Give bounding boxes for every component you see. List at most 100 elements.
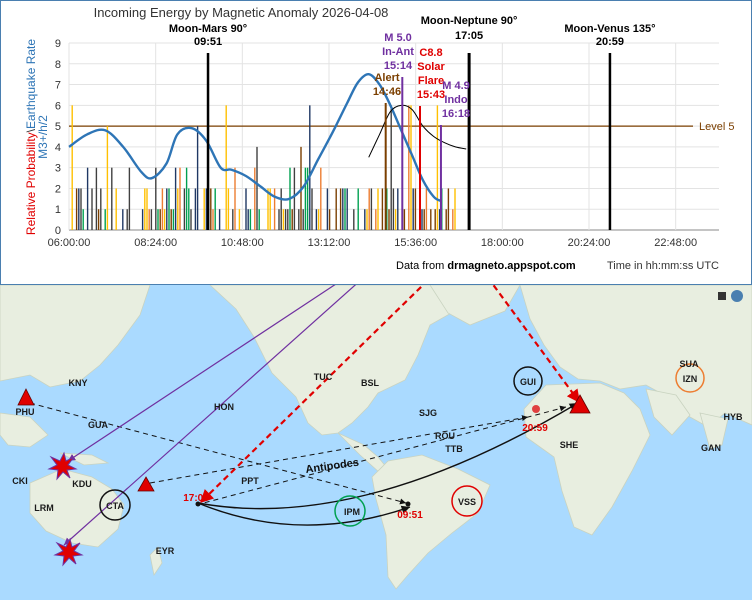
station-circle-izn <box>675 363 705 393</box>
south-america-land <box>371 454 491 590</box>
great-circle-arc-2 <box>197 402 579 510</box>
y-axis-label-probability: Relative Probability <box>24 132 38 235</box>
map-station-label: KDU <box>72 479 92 489</box>
event-label: Moon-Venus 135° <box>564 23 655 35</box>
pin-sa <box>405 501 411 507</box>
map-time-group: 17:05 09:51 20:59 <box>183 423 548 521</box>
alert-triangle-africa <box>569 394 591 414</box>
annotation-text: M 4.9 <box>442 80 470 92</box>
map-station-label: IZN <box>683 374 698 384</box>
y-tick-label: 7 <box>55 80 61 92</box>
y-axis-label-rate: Earthquake Rate <box>24 39 38 129</box>
station-circle-vss <box>451 485 483 517</box>
station-circles <box>99 363 705 527</box>
quake-stars <box>47 451 84 567</box>
southeast-asia-land <box>0 412 49 448</box>
annotation-text: 14:46 <box>373 86 401 98</box>
map-station-label: TUC <box>314 372 333 382</box>
map-options-icon[interactable] <box>718 292 726 300</box>
y-tick-label: 8 <box>55 59 61 71</box>
map-station-label: CKI <box>12 476 28 486</box>
annotation-text: M 5.0 <box>384 32 412 44</box>
map-station-label: EYR <box>156 546 175 556</box>
north-america-land <box>208 284 471 436</box>
annotation-text: Indo <box>444 94 467 106</box>
map-time-label: 20:59 <box>522 423 548 434</box>
svg-text:Relative Probability\Earthquak: Relative Probability\Earthquake Rate <box>24 39 38 235</box>
x-tick-label: 06:00:00 <box>48 237 91 249</box>
annotation-text: 15:43 <box>417 89 445 101</box>
y-tick-label: 2 <box>55 183 61 195</box>
data-credit-prefix: Data from <box>396 260 447 272</box>
x-tick-label: 18:00:00 <box>481 237 524 249</box>
map-station-label: GAN <box>701 443 721 453</box>
new-zealand-land <box>149 546 163 577</box>
greenland-land <box>429 284 521 326</box>
event-label: Moon-Neptune 90° <box>421 15 518 27</box>
x-tick-label: 20:24:00 <box>568 237 611 249</box>
x-tick-label: 10:48:00 <box>221 237 264 249</box>
map-station-label: SHE <box>560 440 579 450</box>
station-circle-cta <box>99 489 131 521</box>
station-circle-gui <box>513 366 543 396</box>
curve-group <box>68 72 467 203</box>
x-tick-label: 22:48:00 <box>654 237 697 249</box>
africa-land <box>523 382 651 536</box>
antipode-line-phu <box>29 402 407 505</box>
event-label: Moon-Mars 90° <box>169 23 247 35</box>
y-tick-label: 4 <box>55 142 61 154</box>
y-tick-label: 0 <box>55 225 61 237</box>
map-station-label: IPM <box>344 507 360 517</box>
annotation-group: M 5.0 In-Ant 15:14 C8.8 Solar Flare 15:43M 4.9… <box>373 32 470 230</box>
event-time: 09:51 <box>194 36 222 48</box>
data-credit-site: drmagneto.appspot.com <box>447 260 576 272</box>
annotation-text: Flare <box>418 75 444 87</box>
map-menu-icon[interactable] <box>731 290 743 302</box>
station-circle-ipm <box>334 495 366 527</box>
map-station-label: LRM <box>34 503 54 513</box>
y-axis-label: Relative Probability\Earthquake Rate <box>24 39 38 235</box>
map-station-label: VSS <box>458 497 476 507</box>
x-tick-label: 15:36:00 <box>394 237 437 249</box>
chart-panel: Incoming Energy by Magnetic Anomaly 2026… <box>0 0 752 285</box>
quake-star-indo <box>47 451 78 481</box>
arabia-land <box>645 388 691 436</box>
level-5-label: Level 5 <box>699 121 734 133</box>
map-station-label: TTB <box>445 444 463 454</box>
annotation-text: Solar <box>417 61 445 73</box>
y-tick-label: 6 <box>55 100 61 112</box>
volcano-markers <box>17 388 591 492</box>
map-station-label: CTA <box>106 501 124 511</box>
map-station-label: ROU <box>435 431 455 441</box>
map-station-label: SJG <box>419 408 437 418</box>
map-station-label: GUA <box>88 420 109 430</box>
annotation-text: In-Ant <box>382 46 414 58</box>
map-station-label: HON <box>214 402 234 412</box>
x-tick-label: 13:12:00 <box>308 237 351 249</box>
y-tick-label: 3 <box>55 163 61 175</box>
india-land <box>699 412 729 450</box>
antipode-line-cta <box>149 415 529 484</box>
annotation-text: Alert <box>374 72 399 84</box>
station-pins <box>195 405 540 507</box>
map-time-label: 17:05 <box>183 493 209 504</box>
y-tick-label: 5 <box>55 121 61 133</box>
map-station-label: SUA <box>679 359 699 369</box>
map-time-label: 09:51 <box>397 510 423 521</box>
annotation-text: C8.8 <box>419 47 442 59</box>
map-panel: KNY PHU GUA HON CKI KDU LRM CTA EYR PPT TUC BSL SJG R… <box>0 244 752 600</box>
x-tick-label: 08:24:00 <box>134 237 177 249</box>
chart-title: Incoming Energy by Magnetic Anomaly 2026… <box>94 5 389 20</box>
event-time: 17:05 <box>455 30 483 42</box>
event-time: 20:59 <box>596 36 624 48</box>
axis-ticks: 0 1 2 3 4 5 6 7 8 9 06:00:00 08:24:00 10:48:00 13:12:… <box>48 38 735 249</box>
x-axis-label: Time in hh:mm:ss UTC <box>607 260 719 272</box>
antipode-line-africa <box>195 405 567 506</box>
map-station-label: GUI <box>520 377 536 387</box>
purple-ray-1 <box>63 244 401 546</box>
annotation-text: 15:14 <box>384 60 413 72</box>
neptune-ray <box>199 244 465 504</box>
map-label-group: KNY PHU GUA HON CKI KDU LRM CTA EYR PPT TUC BSL SJG R… <box>12 359 743 556</box>
